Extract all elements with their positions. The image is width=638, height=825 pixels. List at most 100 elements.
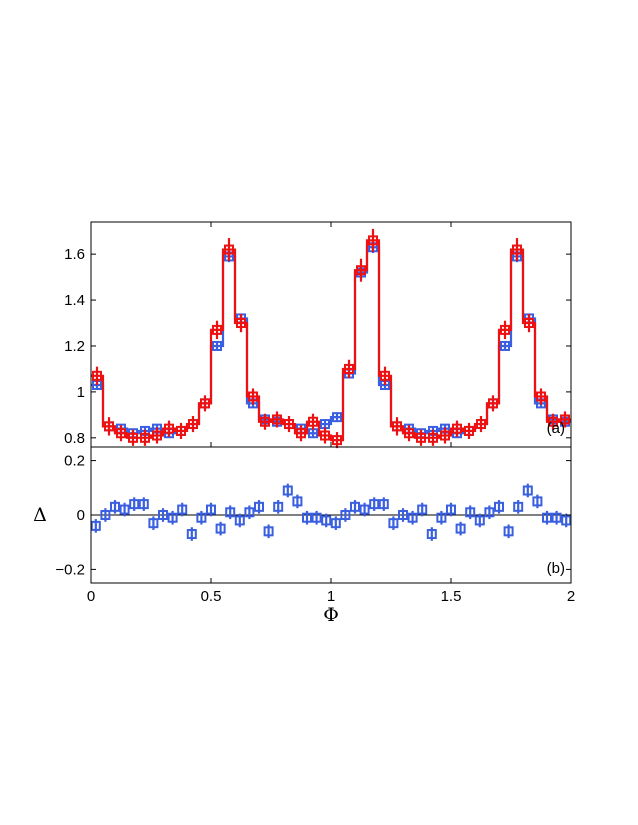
data-point bbox=[484, 507, 495, 518]
data-point bbox=[177, 504, 188, 515]
data-point bbox=[176, 425, 186, 436]
data-point bbox=[212, 324, 222, 335]
data-point bbox=[152, 430, 162, 441]
data-point bbox=[116, 428, 126, 439]
data-point bbox=[206, 504, 216, 515]
data-point bbox=[215, 523, 226, 534]
data-point bbox=[260, 416, 270, 427]
y-tick-label-a: 1.6 bbox=[64, 246, 85, 263]
data-point bbox=[417, 504, 428, 515]
y-axis-label: Δ bbox=[33, 504, 47, 526]
data-point bbox=[186, 529, 197, 540]
y-tick-label-b: 0 bbox=[77, 507, 85, 524]
data-point bbox=[332, 412, 342, 423]
data-point bbox=[272, 414, 282, 425]
data-point bbox=[404, 428, 414, 439]
data-point bbox=[284, 419, 294, 430]
data-point bbox=[167, 512, 178, 523]
data-point bbox=[110, 501, 120, 512]
data-point bbox=[446, 504, 456, 515]
axes-text: 0.811.21.41.6(a)−0.200.20 0.5 1 1.5 2(b)ΦΔ bbox=[33, 246, 575, 626]
data-point bbox=[92, 370, 102, 381]
data-point bbox=[494, 501, 504, 512]
x-tick-label: 2 bbox=[567, 588, 575, 605]
data-point bbox=[330, 518, 341, 529]
data-point bbox=[321, 515, 332, 526]
data-point bbox=[503, 526, 514, 537]
data-point bbox=[407, 512, 418, 523]
x-tick-label: 0.5 bbox=[201, 588, 222, 605]
data-point bbox=[302, 512, 312, 523]
data-point bbox=[90, 520, 101, 531]
data-point bbox=[500, 340, 510, 351]
data-point bbox=[513, 501, 524, 512]
data-point bbox=[416, 432, 426, 443]
data-point bbox=[356, 265, 366, 276]
data-point bbox=[369, 499, 380, 510]
data-point bbox=[426, 529, 437, 540]
data-point bbox=[436, 512, 447, 523]
x-tick-label: 0 bbox=[87, 588, 95, 605]
data-point bbox=[254, 501, 264, 512]
panel-a bbox=[90, 221, 572, 449]
data-point bbox=[548, 416, 558, 427]
data-point bbox=[476, 419, 486, 430]
data-point bbox=[398, 510, 408, 520]
data-point bbox=[148, 518, 159, 529]
data-point bbox=[234, 515, 245, 526]
data-point bbox=[196, 512, 207, 523]
data-point bbox=[368, 235, 378, 246]
y-tick-label-a: 1.2 bbox=[64, 338, 85, 355]
series-residuals bbox=[90, 483, 572, 541]
data-point bbox=[350, 501, 360, 512]
data-point bbox=[428, 432, 438, 443]
data-point bbox=[225, 507, 236, 518]
data-point bbox=[465, 507, 476, 518]
panel-label-a: (a) bbox=[547, 420, 565, 437]
data-point bbox=[561, 515, 572, 526]
data-point bbox=[308, 416, 318, 427]
data-point bbox=[104, 421, 114, 432]
data-point bbox=[560, 414, 570, 425]
data-point bbox=[452, 423, 462, 434]
x-tick-label: 1.5 bbox=[441, 588, 462, 605]
data-point bbox=[320, 430, 330, 441]
data-point bbox=[536, 391, 546, 402]
data-point bbox=[332, 435, 342, 446]
data-point bbox=[128, 432, 138, 443]
data-point bbox=[292, 496, 303, 507]
data-point bbox=[542, 512, 552, 523]
data-point bbox=[378, 499, 389, 510]
data-point bbox=[474, 515, 485, 526]
data-point bbox=[200, 398, 210, 409]
data-point bbox=[296, 428, 306, 439]
data-point bbox=[140, 432, 150, 443]
x-tick-label: 1 bbox=[327, 588, 335, 605]
data-point bbox=[311, 512, 322, 523]
data-point bbox=[158, 510, 168, 520]
data-point bbox=[129, 499, 140, 510]
data-point bbox=[273, 501, 284, 512]
y-tick-label-a: 1 bbox=[77, 384, 85, 401]
data-point bbox=[119, 504, 130, 515]
x-axis-label: Φ bbox=[323, 604, 339, 626]
data-point bbox=[138, 499, 149, 510]
data-point bbox=[512, 244, 522, 255]
panel-label-b: (b) bbox=[547, 560, 565, 577]
data-point bbox=[236, 318, 246, 329]
data-point bbox=[164, 423, 174, 434]
data-point bbox=[551, 512, 562, 523]
data-point bbox=[359, 504, 370, 515]
data-point bbox=[440, 430, 450, 441]
data-point bbox=[344, 363, 354, 374]
data-point bbox=[248, 391, 258, 402]
series-red bbox=[91, 228, 571, 449]
data-point bbox=[244, 507, 255, 518]
data-point bbox=[212, 340, 222, 351]
data-point bbox=[188, 419, 198, 430]
data-point bbox=[392, 421, 402, 432]
data-point bbox=[388, 518, 399, 529]
data-point bbox=[340, 510, 351, 520]
data-point bbox=[500, 324, 510, 335]
